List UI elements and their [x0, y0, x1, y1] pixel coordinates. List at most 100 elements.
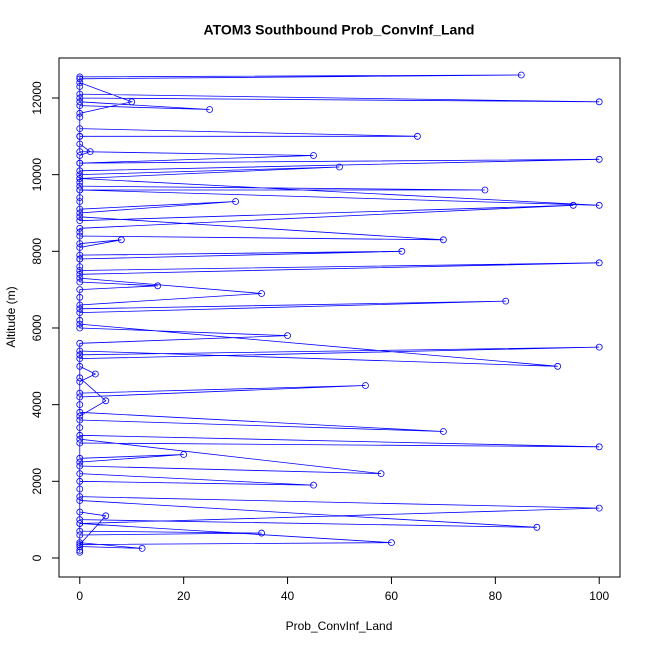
data-point: [76, 244, 84, 251]
chart-title: ATOM3 Southbound Prob_ConvInf_Land: [204, 22, 475, 38]
data-point: [76, 251, 84, 259]
data-point: [76, 355, 84, 363]
data-point: [76, 527, 84, 535]
data-point: [76, 198, 84, 205]
data-point: [76, 98, 84, 106]
data-point: [76, 109, 84, 117]
y-tick-label: 4000: [30, 391, 44, 418]
data-point: [76, 412, 84, 420]
data-point: [76, 485, 84, 493]
data-point: [76, 435, 84, 443]
data-point: [310, 152, 317, 159]
data-point: [76, 393, 84, 401]
x-axis-label: Prob_ConvInf_Land: [286, 619, 393, 633]
data-point: [595, 155, 603, 163]
data-point: [258, 529, 265, 537]
data-point: [76, 378, 84, 386]
data-point: [76, 232, 84, 240]
data-point: [76, 309, 84, 317]
data-point: [76, 148, 84, 156]
data-point: [76, 508, 84, 516]
data-point: [76, 470, 84, 478]
y-tick-label: 8000: [30, 238, 44, 265]
data-point: [76, 541, 84, 548]
data-point: [76, 374, 84, 382]
x-tick-label: 20: [177, 589, 191, 603]
y-tick-label: 6000: [30, 314, 44, 341]
data-point: [76, 274, 84, 282]
data-point: [76, 217, 84, 225]
data-point: [76, 113, 84, 121]
data-point: [76, 194, 84, 202]
data-point: [76, 286, 84, 294]
data-point: [76, 132, 84, 140]
data-point: [102, 397, 110, 405]
y-tick-label: 2000: [30, 468, 44, 495]
data-point: [76, 305, 84, 313]
data-point: [76, 270, 84, 278]
data-point: [76, 75, 84, 83]
data-point: [362, 382, 369, 389]
data-point: [388, 539, 395, 547]
data-point: [76, 171, 84, 179]
data-point: [76, 94, 84, 102]
data-point: [284, 332, 291, 340]
data-point: [86, 148, 94, 156]
data-point: [481, 186, 489, 194]
data-point: [76, 431, 84, 439]
data-point: [76, 178, 84, 186]
data-point: [595, 98, 603, 106]
data-point: [91, 370, 99, 378]
data-point: [76, 439, 84, 447]
data-point: [76, 316, 84, 324]
data-point: [76, 278, 84, 286]
data-point: [398, 247, 406, 255]
data-point: [128, 98, 136, 106]
data-point: [180, 451, 188, 458]
x-tick-label: 0: [76, 589, 83, 603]
data-point: [502, 297, 510, 305]
data-point: [76, 83, 84, 90]
data-point: [76, 255, 84, 263]
x-tick-label: 60: [385, 589, 399, 603]
data-point: [76, 224, 84, 232]
data-point: [76, 125, 84, 133]
data-point: [76, 477, 84, 485]
data-point: [377, 470, 385, 478]
data-point: [76, 159, 84, 167]
data-point: [595, 504, 603, 512]
x-tick-label: 100: [589, 589, 609, 603]
y-tick-label: 0: [30, 554, 44, 561]
data-point: [554, 362, 562, 370]
x-tick-label: 40: [281, 589, 295, 603]
data-point: [102, 512, 110, 520]
data-point: [76, 182, 84, 190]
data-point: [76, 228, 84, 236]
data-point: [76, 516, 84, 524]
data-point: [76, 424, 84, 432]
data-point: [76, 102, 84, 110]
data-point: [569, 201, 577, 209]
data-point: [76, 186, 84, 194]
data-point: [76, 167, 84, 175]
data-point: [76, 401, 84, 409]
data-point: [310, 481, 317, 489]
data-point: [206, 106, 214, 113]
data-point: [232, 198, 240, 205]
data-point: [76, 531, 84, 539]
data-point: [76, 209, 84, 217]
data-point: [76, 293, 84, 301]
data-point: [76, 301, 84, 309]
data-point: [414, 132, 421, 140]
data-point: [138, 545, 146, 552]
data-point: [76, 324, 84, 332]
data-point: [76, 462, 84, 470]
y-axis-label: Altitude (m): [4, 286, 18, 347]
data-point: [76, 416, 84, 424]
data-point: [595, 343, 603, 351]
data-point: [439, 428, 447, 435]
data-point: [595, 259, 603, 267]
data-point: [76, 362, 84, 370]
